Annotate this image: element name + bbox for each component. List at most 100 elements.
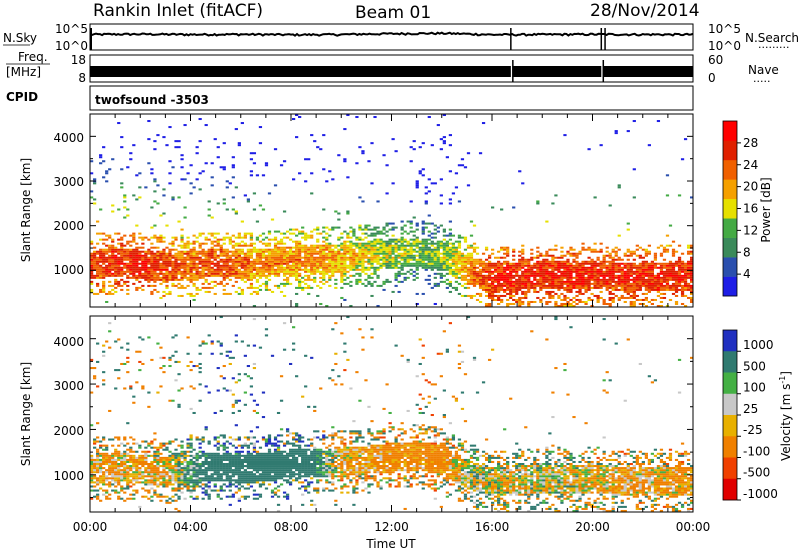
velocity-cell [186,488,189,490]
power-cell [153,275,156,277]
velocity-cell [150,488,153,490]
velocity-cell [102,345,105,347]
power-cell [633,259,636,261]
power-cell [645,293,648,295]
velocity-cell [177,457,180,459]
power-cell [310,253,313,255]
power-cell [476,275,479,277]
power-cell [132,259,135,261]
power-cell [533,273,536,275]
power-cell [120,186,123,188]
power-cell [606,273,609,275]
power-cell [684,269,687,271]
power-cell [174,239,177,241]
power-cell [244,277,247,279]
power-cell [108,257,111,259]
power-cell [428,223,431,225]
power-cell [144,251,147,253]
power-cell [150,168,153,170]
power-cell [464,241,467,243]
power-cell [551,259,554,261]
power-cell [533,279,536,281]
power-cell [114,261,117,263]
power-cell [452,265,455,267]
power-cell [156,241,159,243]
power-cell [684,265,687,267]
velocity-cell [123,467,126,469]
power-cell [108,273,111,275]
power-cell [512,249,515,251]
velocity-cell [186,443,189,445]
power-cell [162,249,165,251]
velocity-cell [126,479,129,481]
power-cell [262,273,265,275]
power-cell [590,267,593,269]
power-cell [304,287,307,289]
power-cell [271,265,274,267]
velocity-cell [153,461,156,463]
power-cell [566,287,569,289]
power-cell [440,243,443,245]
power-cell [575,263,578,265]
power-cell [545,277,548,279]
velocity-cell [159,494,162,496]
power-cell [663,289,666,291]
power-cell [126,269,129,271]
power-cell [437,269,440,271]
power-cell [340,273,343,275]
power-cell [183,269,186,271]
velocity-cell [117,453,120,455]
power-cell [512,267,515,269]
velocity-cell [159,475,162,477]
power-cell [618,283,621,285]
power-cell [304,158,307,160]
power-cell [322,279,325,281]
velocity-cell [117,463,120,465]
power-cell [645,261,648,263]
power-cell [518,269,521,271]
power-cell [615,283,618,285]
power-cell [560,293,563,295]
power-cell [467,247,470,249]
power-cell [111,267,114,269]
power-cell [557,289,560,291]
power-cell [494,257,497,259]
power-cell [449,229,452,231]
power-cell [268,273,271,275]
power-cell [256,251,259,253]
velocity-cell [93,469,96,471]
power-cell [304,180,307,182]
power-cell [587,285,590,287]
power-cell [554,285,557,287]
power-cell [325,227,328,229]
power-cell [313,271,316,273]
power-cell [551,283,554,285]
power-cell [407,245,410,247]
power-cell [226,261,229,263]
power-cell [401,227,404,229]
power-cell [648,267,651,269]
power-cell [349,251,352,253]
power-cell [129,265,132,267]
power-cell [295,277,298,279]
power-cell [503,291,506,293]
power-cell [214,253,217,255]
power-cell [527,289,530,291]
power-cell [244,265,247,267]
velocity-cell [186,445,189,447]
power-cell [108,259,111,261]
power-cell [587,289,590,291]
velocity-cell [144,459,147,461]
power-cell [395,227,398,229]
power-cell [202,170,205,172]
power-cell [102,239,105,241]
power-cell [247,267,250,269]
power-cell [491,287,494,289]
power-cell [440,263,443,265]
power-cell [180,247,183,249]
power-cell [663,249,666,251]
power-cell [168,251,171,253]
power-cell [666,194,669,196]
power-cell [597,273,600,275]
velocity-cell [108,467,111,469]
